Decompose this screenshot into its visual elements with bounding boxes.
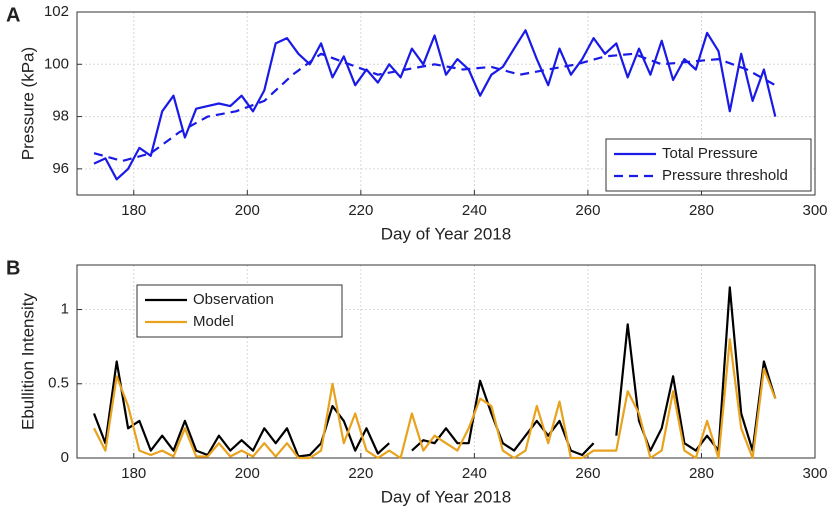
x-tick-label: 280 [689, 465, 714, 482]
y-tick-label: 0.5 [48, 375, 69, 392]
panel-label: B [6, 257, 20, 279]
panel-label: A [6, 4, 20, 26]
data-line [93, 52, 776, 163]
y-tick-label: 100 [44, 55, 69, 72]
x-tick-label: 260 [575, 465, 600, 482]
plot-frame [76, 11, 816, 196]
legend-label: Total Pressure [662, 145, 758, 162]
y-axis-label: Pressure (kPa) [18, 47, 37, 160]
x-tick-label: 220 [348, 465, 373, 482]
legend-label: Observation [193, 291, 274, 308]
y-tick-label: 98 [52, 108, 69, 125]
x-tick-label: 260 [575, 202, 600, 219]
x-tick-label: 220 [348, 202, 373, 219]
x-tick-label: 180 [121, 202, 146, 219]
x-tick-label: 300 [802, 465, 827, 482]
data-line [93, 338, 777, 460]
x-tick-label: 240 [462, 202, 487, 219]
y-tick-label: 96 [52, 160, 69, 177]
data-line [93, 29, 777, 181]
plot-frame [76, 264, 816, 459]
legend-box [605, 138, 812, 192]
y-axis-label: Ebullition Intensity [18, 292, 37, 430]
x-tick-label: 200 [235, 465, 260, 482]
y-tick-label: 1 [61, 301, 69, 318]
x-tick-label: 240 [462, 465, 487, 482]
legend-box [136, 284, 343, 338]
x-tick-label: 200 [235, 202, 260, 219]
x-axis-label: Day of Year 2018 [381, 224, 511, 243]
y-tick-label: 102 [44, 3, 69, 20]
x-tick-label: 180 [121, 465, 146, 482]
legend-label: Model [193, 313, 234, 330]
legend-label: Pressure threshold [662, 167, 788, 184]
x-tick-label: 300 [802, 202, 827, 219]
y-tick-label: 0 [61, 449, 69, 466]
x-tick-label: 280 [689, 202, 714, 219]
x-axis-label: Day of Year 2018 [381, 487, 511, 506]
